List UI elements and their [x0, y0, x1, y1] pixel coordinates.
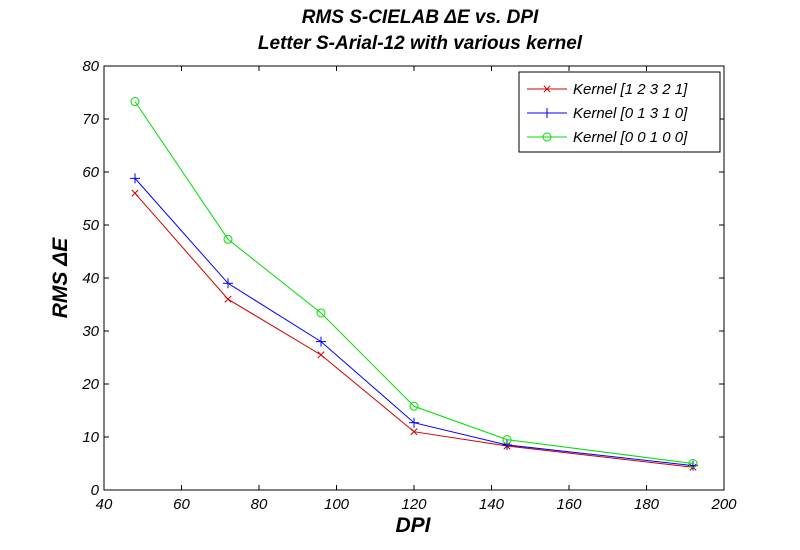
legend-marker: [542, 108, 552, 118]
data-point: [316, 336, 326, 347]
legend-box: [518, 71, 721, 153]
series-line: [134, 192, 694, 468]
series-layer: [130, 97, 698, 471]
data-point: [223, 278, 233, 289]
legend-label: Kernel [0 1 3 1 0]: [573, 105, 688, 122]
series-0: [131, 189, 697, 471]
legend-marker: [543, 85, 551, 93]
y-tick-label: 70: [82, 111, 99, 128]
legend-item: Kernel [1 2 3 2 1]: [527, 81, 688, 98]
chart-subtitle: Letter S-Arial-12 with various kernel: [258, 33, 583, 54]
x-tick-label: 100: [324, 496, 350, 513]
series-1: [130, 173, 698, 471]
x-tick-label: 180: [634, 496, 660, 513]
data-point: [409, 417, 419, 428]
x-axis: 40 60 80 100 120 140 160 180 200: [96, 66, 737, 513]
data-point: [223, 234, 233, 244]
legend-item: Kernel [0 0 1 0 0]: [527, 129, 688, 146]
data-point: [130, 97, 140, 107]
y-tick-label: 20: [81, 376, 99, 393]
legend-label: Kernel [1 2 3 2 1]: [573, 81, 688, 98]
data-point: [688, 459, 698, 468]
x-tick-label: 80: [251, 496, 268, 513]
x-tick-label: 60: [173, 496, 190, 513]
y-tick-label: 60: [82, 164, 99, 181]
x-axis-label: DPI: [395, 514, 431, 537]
chart-title: RMS S-CIELAB ΔE vs. DPI: [302, 7, 539, 28]
data-point: [409, 401, 419, 411]
series-2: [130, 97, 698, 468]
y-tick-label: 30: [82, 323, 99, 340]
data-point: [410, 428, 418, 436]
data-point: [502, 435, 512, 445]
data-point: [224, 295, 232, 303]
data-point: [316, 308, 326, 318]
y-axis: 0 10 20 30 40 50 60 70 80: [81, 58, 724, 499]
data-point: [130, 173, 140, 184]
y-axis-label: RMS ΔE: [49, 237, 72, 319]
x-tick-label: 40: [96, 496, 113, 513]
x-tick-label: 120: [401, 496, 427, 513]
x-tick-label: 140: [479, 496, 505, 513]
y-tick-label: 80: [82, 58, 99, 75]
data-point: [317, 351, 325, 359]
x-tick-label: 200: [710, 496, 737, 513]
data-point: [502, 439, 512, 450]
data-point: [131, 189, 139, 197]
y-tick-label: 0: [91, 482, 100, 499]
y-tick-label: 50: [82, 217, 99, 234]
y-tick-label: 10: [82, 429, 99, 446]
legend: Kernel [1 2 3 2 1] Kernel [0 1 3 1 0] Kern…: [518, 71, 721, 153]
x-tick-label: 160: [556, 496, 582, 513]
y-tick-label: 40: [82, 270, 99, 287]
legend-label: Kernel [0 0 1 0 0]: [573, 129, 688, 146]
series-line: [134, 101, 694, 464]
legend-marker: [542, 132, 552, 142]
series-line: [134, 178, 694, 467]
legend-item: Kernel [0 1 3 1 0]: [527, 105, 688, 122]
